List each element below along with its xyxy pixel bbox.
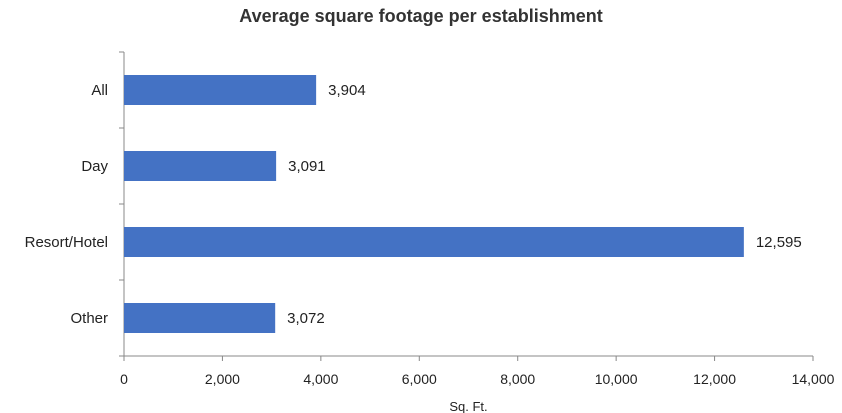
bar-other [124,303,276,333]
x-tick-label: 2,000 [205,371,240,387]
x-tick-label: 4,000 [303,371,338,387]
x-tick-label: 8,000 [500,371,535,387]
bar-resort-hotel [124,227,744,257]
data-label: 3,904 [328,82,366,99]
x-tick-label: 6,000 [402,371,437,387]
bars: All 3,904 Day 3,091 Resort/Hotel 12,595 Other 3… [25,75,802,333]
x-tick-label: 14,000 [792,371,835,387]
category-label: Resort/Hotel [25,234,108,251]
bar-all [124,75,317,105]
chart-title: Average square footage per establishment [239,6,603,26]
x-tick-label: 12,000 [693,371,736,387]
x-axis-ticks: 0 2,000 4,000 6,000 8,000 10,000 12,000 14,000 [120,356,835,387]
x-tick-label: 10,000 [595,371,638,387]
data-label: 3,072 [287,310,325,327]
category-label: All [91,82,108,99]
data-label: 3,091 [288,158,326,175]
x-axis-title: Sq. Ft. [449,399,487,413]
x-tick-label: 0 [120,371,128,387]
category-label: Other [70,310,108,327]
bar-day [124,151,277,181]
data-label: 12,595 [756,234,802,251]
category-label: Day [81,158,108,175]
